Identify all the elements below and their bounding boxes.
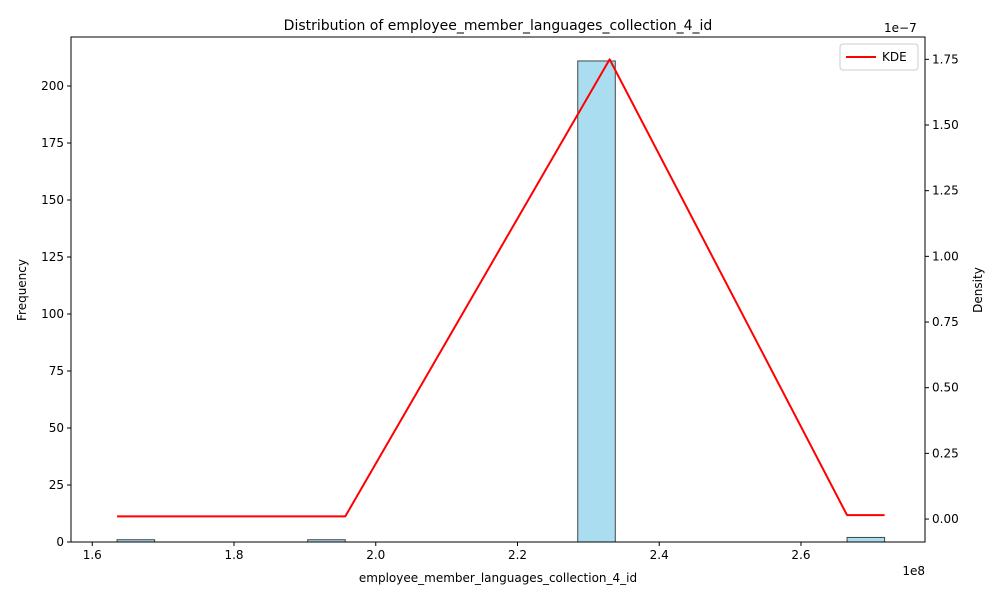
y-axis-ticks: 0 25 50 75 100 125 150 175 200 bbox=[41, 79, 71, 549]
y-tick-label: 50 bbox=[49, 421, 64, 435]
y-tick-label: 25 bbox=[49, 478, 64, 492]
histogram-bar-2 bbox=[577, 60, 616, 543]
legend: KDE bbox=[839, 43, 919, 71]
histogram-bars bbox=[116, 60, 886, 543]
kde-layer bbox=[117, 58, 885, 518]
x-tick-label: 1.6 bbox=[83, 548, 102, 562]
y2-tick-label: 0.75 bbox=[932, 315, 959, 329]
y2-tick-label: 0.25 bbox=[932, 446, 959, 460]
y2-axis-offset-label: 1e−7 bbox=[884, 21, 917, 35]
kde-line bbox=[117, 58, 885, 518]
y2-tick-label: 0.50 bbox=[932, 381, 959, 395]
y2-tick-label: 0.00 bbox=[932, 512, 959, 526]
y-tick-label: 125 bbox=[41, 250, 64, 264]
x-axis-offset-label: 1e8 bbox=[902, 564, 925, 578]
y2-axis-label: Density bbox=[971, 267, 985, 313]
chart-title: Distribution of employee_member_language… bbox=[284, 18, 713, 34]
legend-kde-label: KDE bbox=[882, 50, 907, 64]
legend-box bbox=[839, 43, 919, 71]
histogram-bar-3 bbox=[846, 536, 886, 543]
y-tick-label: 0 bbox=[56, 535, 64, 549]
y2-axis-ticks: 0.00 0.25 0.50 0.75 1.00 1.25 1.50 1.75 bbox=[925, 52, 959, 526]
x-tick-label: 2.0 bbox=[366, 548, 385, 562]
y-tick-label: 200 bbox=[41, 79, 64, 93]
x-tick-label: 2.6 bbox=[791, 548, 810, 562]
x-tick-label: 1.8 bbox=[224, 548, 243, 562]
x-tick-label: 2.2 bbox=[508, 548, 527, 562]
y-tick-label: 75 bbox=[49, 364, 64, 378]
y-tick-label: 175 bbox=[41, 136, 64, 150]
y-tick-label: 100 bbox=[41, 307, 64, 321]
y2-tick-label: 1.00 bbox=[932, 249, 959, 263]
y2-tick-label: 1.75 bbox=[932, 52, 959, 66]
y2-tick-label: 1.50 bbox=[932, 118, 959, 132]
x-axis-ticks: 1.6 1.8 2.0 2.2 2.4 2.6 bbox=[83, 542, 811, 562]
y2-tick-label: 1.25 bbox=[932, 184, 959, 198]
x-axis-label: employee_member_languages_collection_4_i… bbox=[359, 571, 637, 585]
plot-frame bbox=[70, 36, 926, 543]
x-tick-label: 2.4 bbox=[650, 548, 669, 562]
y-axis-label: Frequency bbox=[15, 259, 29, 321]
y-tick-label: 150 bbox=[41, 193, 64, 207]
